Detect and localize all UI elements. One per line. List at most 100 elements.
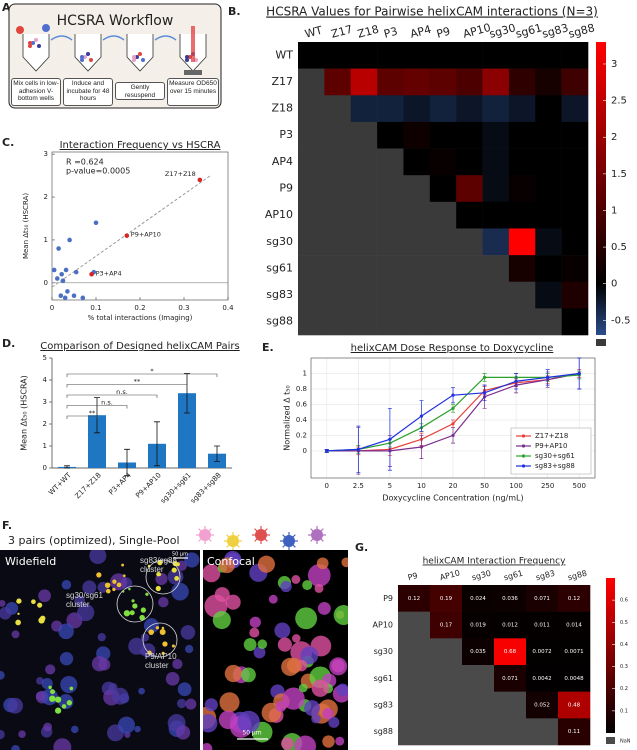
x-tick-label: 0 bbox=[50, 304, 54, 312]
legend-marker bbox=[521, 464, 526, 468]
icon-body bbox=[199, 529, 211, 541]
x-axis-label: Doxycycline Concentration (ng/mL) bbox=[382, 494, 523, 503]
heatmap-cell bbox=[494, 585, 527, 612]
cell-value: 0.012 bbox=[502, 623, 518, 629]
x-tick-label: 10 bbox=[417, 482, 426, 490]
masked-cell bbox=[398, 611, 431, 639]
row-label: AP4 bbox=[272, 155, 293, 168]
chart-title: Comparison of Designed helixCAM Pairs bbox=[40, 341, 239, 352]
heatmap-cell bbox=[377, 42, 404, 69]
heatmap-cell bbox=[462, 585, 495, 612]
cell-blob bbox=[71, 725, 79, 734]
imaging-title: 3 pairs (optimized), Single-Pool bbox=[8, 534, 180, 547]
row-label: Z18 bbox=[271, 102, 293, 115]
significance-bracket bbox=[66, 394, 158, 398]
cell-blob bbox=[225, 594, 241, 610]
workflow-panel: A. HCSRA Workflow Mix cells in low-adhes… bbox=[2, 1, 222, 109]
cell-dot bbox=[156, 572, 161, 577]
row-label: P9 bbox=[383, 594, 393, 603]
heatmap-cell bbox=[535, 228, 562, 256]
y-tick-label: 2 bbox=[44, 193, 48, 201]
cluster-label: P9/AP10 cluster bbox=[145, 652, 177, 670]
cell-value: 0.12 bbox=[568, 596, 580, 602]
heatmap-cell bbox=[561, 255, 589, 283]
heatmap-cell bbox=[429, 42, 457, 69]
heatmap-cell bbox=[561, 281, 589, 309]
legend-label: sg83+sg88 bbox=[535, 462, 575, 470]
cell-blob bbox=[275, 700, 287, 712]
cell-dot bbox=[148, 629, 155, 635]
point-label: P9+AP10 bbox=[131, 231, 161, 239]
cell-value: 0.071 bbox=[534, 596, 550, 602]
cell-blob bbox=[218, 710, 238, 730]
cell-blob bbox=[249, 616, 261, 628]
heatmap-cell bbox=[482, 201, 510, 229]
row-label: AP10 bbox=[373, 621, 393, 630]
heatmap-cell bbox=[482, 42, 510, 69]
y-tick-label: 3 bbox=[43, 398, 47, 406]
cell-dot bbox=[112, 579, 117, 584]
x-tick-label: 250 bbox=[541, 482, 554, 490]
x-tick-label: 2.5 bbox=[353, 482, 364, 490]
column-label: AP10 bbox=[462, 21, 493, 41]
data-point bbox=[451, 406, 455, 410]
heatmap-cell bbox=[508, 148, 536, 176]
masked-cell bbox=[430, 665, 463, 692]
cell-blob bbox=[302, 580, 313, 591]
cell-blob bbox=[295, 607, 318, 630]
y-tick-label: 3 bbox=[44, 150, 48, 158]
cell-blob bbox=[268, 594, 278, 604]
cell-value: 0.0072 bbox=[532, 649, 551, 655]
cell-blob bbox=[304, 700, 321, 716]
data-point bbox=[577, 371, 581, 376]
masked-cell bbox=[508, 308, 536, 336]
cell-blob bbox=[329, 657, 348, 676]
legend-marker bbox=[521, 454, 526, 458]
cell-blob bbox=[335, 736, 345, 746]
heatmap-cell bbox=[482, 121, 510, 149]
significance-label: ** bbox=[134, 378, 141, 386]
heatmap-cell bbox=[462, 638, 495, 666]
well-cell bbox=[135, 55, 139, 59]
colorbar-tick-label: 0.6 bbox=[620, 598, 628, 604]
cell-dot bbox=[140, 607, 146, 613]
column-label: P9 bbox=[407, 571, 419, 582]
masked-cell bbox=[462, 665, 495, 692]
masked-cell bbox=[535, 308, 562, 336]
significance-bracket bbox=[66, 384, 188, 388]
heatmap-cell bbox=[535, 42, 562, 69]
cell-blob bbox=[38, 589, 51, 603]
significance-label: n.s. bbox=[116, 388, 128, 396]
data-point bbox=[482, 375, 487, 379]
heatmap-cell bbox=[403, 121, 431, 149]
masked-cell bbox=[494, 718, 527, 746]
heatmap-cell bbox=[508, 175, 536, 203]
cell-blob bbox=[98, 658, 111, 671]
bar bbox=[88, 415, 106, 468]
cell-dot bbox=[159, 628, 166, 635]
cell-blob bbox=[0, 599, 6, 607]
arrow bbox=[154, 35, 177, 41]
heatmap-cell bbox=[561, 308, 589, 336]
cell-blob bbox=[241, 667, 256, 683]
cell-value: 0.035 bbox=[470, 649, 486, 655]
cluster-outline bbox=[116, 585, 154, 623]
cell-icon bbox=[42, 24, 50, 32]
y-tick-label: 0.4 bbox=[296, 416, 308, 424]
x-tick-label: 0.1 bbox=[90, 304, 101, 312]
cell-blob bbox=[292, 634, 301, 643]
cell-value: 0.019 bbox=[470, 623, 486, 629]
cell-blob bbox=[219, 692, 240, 713]
masked-cell bbox=[403, 201, 431, 229]
masked-cell bbox=[482, 281, 510, 309]
cell-dot bbox=[155, 585, 161, 592]
significance-label: ** bbox=[89, 409, 96, 417]
cell-blob bbox=[274, 622, 291, 639]
x-tick-label: sg83+sg88 bbox=[189, 471, 223, 505]
y-tick-label: 1 bbox=[44, 236, 48, 244]
x-tick-label: sg30+sg61 bbox=[159, 471, 193, 505]
x-axis-label: % total interactions (Imaging) bbox=[88, 314, 193, 322]
cell-blob bbox=[58, 623, 74, 640]
heatmap-cell bbox=[561, 148, 589, 176]
data-point bbox=[71, 293, 77, 299]
